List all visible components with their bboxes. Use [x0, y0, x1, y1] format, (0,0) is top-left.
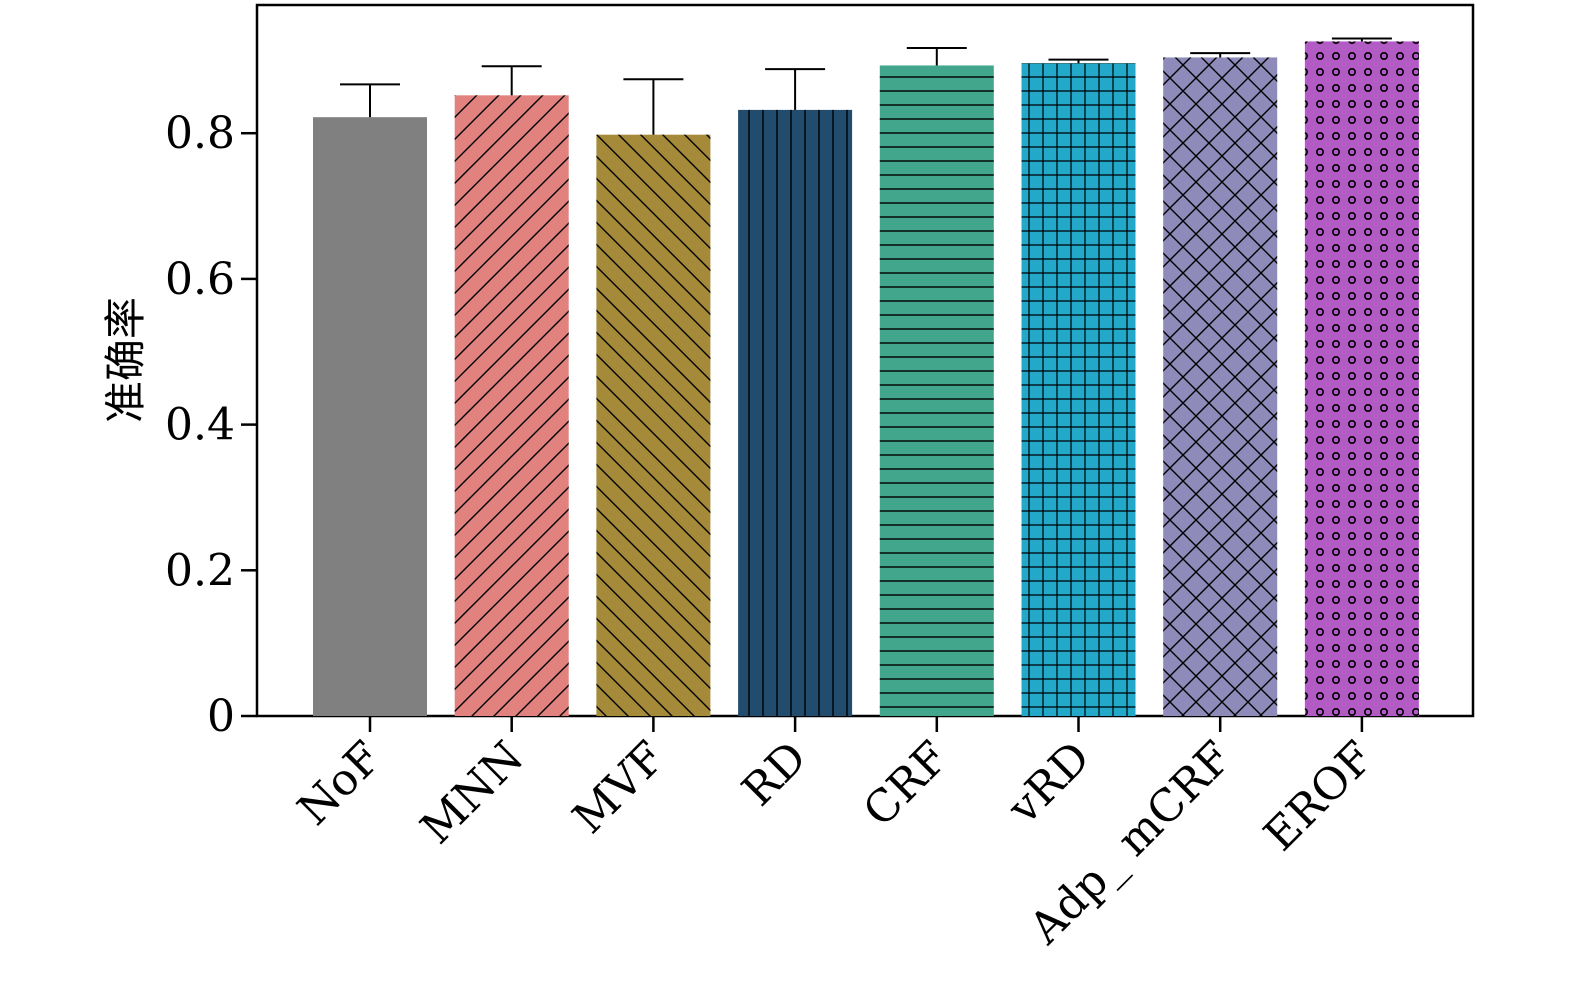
- y-tick-label: 0.2: [165, 545, 235, 596]
- bars-group: [313, 41, 1419, 717]
- error-bars-group: [340, 37, 1392, 135]
- bar-pattern: [1163, 57, 1278, 717]
- x-tick-label: CRF: [854, 732, 959, 837]
- bar-pattern: [454, 95, 569, 716]
- bar-pattern: [1021, 63, 1136, 717]
- x-tick-label: EROF: [1254, 732, 1383, 861]
- x-tick-label: MVF: [563, 732, 675, 844]
- x-tick-label: NoF: [288, 732, 392, 836]
- x-tick-label: vRD: [998, 732, 1101, 835]
- bar-pattern: [1304, 41, 1419, 716]
- y-tick-label: 0: [207, 691, 235, 742]
- plot-frame: [255, 3, 1475, 718]
- y-tick-label: 0.8: [165, 108, 235, 159]
- x-tick-label: MNN: [411, 732, 533, 854]
- y-tick-label: 0.4: [165, 400, 235, 451]
- bar-pattern: [596, 134, 711, 717]
- bar-nof: [313, 117, 427, 717]
- bar-pattern: [738, 109, 853, 717]
- x-tick-label: RD: [732, 732, 816, 816]
- bar-pattern: [879, 65, 994, 717]
- y-axis: 0 0.2 0.4 0.6 0.8: [165, 108, 257, 742]
- y-axis-title: 准确率: [101, 297, 150, 423]
- y-tick-label: 0.6: [165, 254, 235, 305]
